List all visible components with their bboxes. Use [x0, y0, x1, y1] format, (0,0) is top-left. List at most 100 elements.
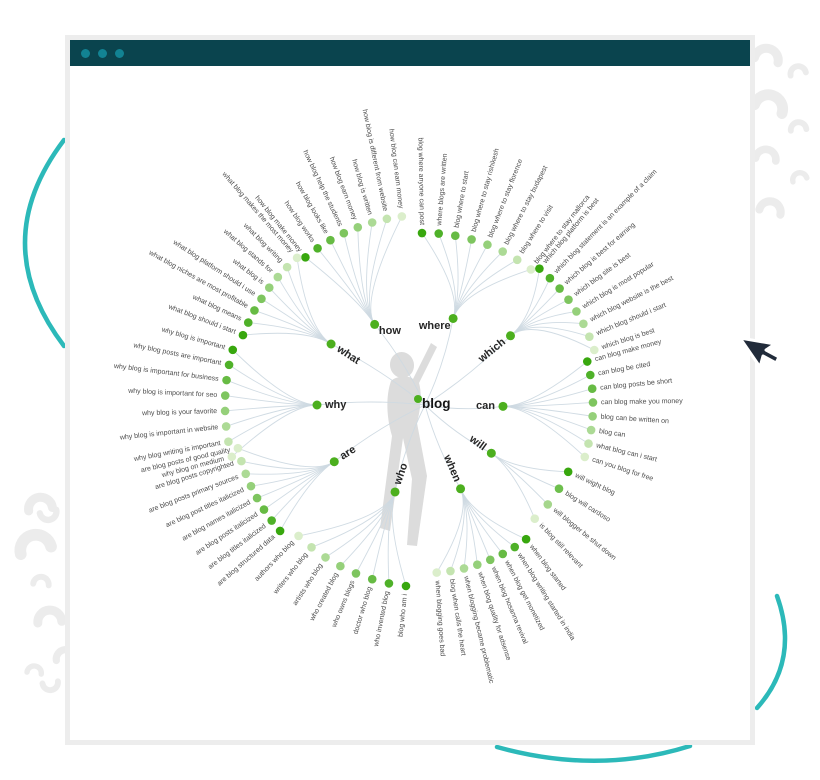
leaf-node[interactable]: how blog can earn money	[387, 129, 407, 221]
leaf-dot	[473, 560, 482, 569]
leaf-node[interactable]: why blog is important for business	[113, 363, 231, 385]
leaf-dot	[238, 330, 248, 340]
leaf-node[interactable]: blog who am i	[397, 581, 411, 638]
leaf-node[interactable]: why blog is important for seo	[127, 388, 230, 400]
leaf-node[interactable]: when blogging goes bad	[432, 568, 446, 657]
hook-shape	[787, 119, 810, 134]
leaf-node[interactable]: can blog be cited	[586, 361, 651, 380]
leaf-node[interactable]: doctor who blog	[353, 574, 377, 635]
hub-dot	[448, 313, 458, 323]
leaf-dot	[237, 456, 246, 466]
branch-hub-where[interactable]: where	[418, 313, 458, 332]
window-dot[interactable]	[81, 48, 90, 58]
leaf-node[interactable]: how blog looks like	[294, 181, 335, 245]
leaf-node[interactable]: when blogging became problematic	[459, 564, 495, 685]
leaf-node[interactable]: blog can	[586, 425, 626, 439]
leaf-label: can blog be cited	[598, 361, 651, 377]
branch-hub-will[interactable]: will	[466, 433, 496, 458]
leaf-node[interactable]: which blog should i start	[585, 302, 667, 341]
leaf-dot	[384, 579, 394, 588]
leaf-node[interactable]: what blog makes the most money	[220, 170, 302, 263]
leaf-label: can blog make you money	[601, 398, 683, 406]
hook-shape	[787, 63, 809, 79]
browser-window: how blog make money how blog works how blo…	[65, 35, 755, 745]
hook-shape	[24, 492, 57, 516]
branch-hub-how[interactable]: how	[370, 319, 401, 337]
leaf-dot	[259, 505, 269, 514]
leaf-dot	[267, 516, 276, 525]
leaf-node[interactable]: can blog posts be short	[587, 378, 673, 393]
leaf-dot	[250, 306, 259, 315]
leaf-dot	[530, 514, 540, 523]
leaf-dot	[397, 212, 407, 221]
leaf-label: can blog posts be short	[600, 378, 673, 392]
leaf-dot	[584, 439, 593, 448]
leaf-node[interactable]: authors who blog	[254, 531, 303, 583]
leaf-dot	[586, 425, 596, 435]
hub-dot	[370, 319, 380, 329]
leaf-label: where blogs are written	[436, 153, 449, 227]
leaf-dot	[367, 574, 377, 584]
leaf-node[interactable]: why blog is important in website	[119, 422, 231, 442]
leaf-node[interactable]: who invented blog	[373, 579, 394, 648]
leaf-node[interactable]: will blogger be shut down	[543, 500, 617, 562]
leaf-dot	[526, 265, 536, 274]
branch-hub-can[interactable]: can	[476, 400, 508, 412]
leaf-node[interactable]: blog where anyone can post	[416, 137, 427, 238]
leaf-dot	[336, 561, 345, 571]
branch-hub-are[interactable]: are	[329, 444, 358, 467]
hook-shape	[14, 528, 57, 560]
center-node[interactable]: blog	[414, 395, 451, 411]
leaf-label: why blog is important for business	[113, 363, 220, 383]
leaf-dot	[353, 222, 363, 232]
leaf-dot	[580, 452, 590, 462]
leaf-dot	[233, 443, 243, 453]
leaf-dot	[222, 375, 231, 385]
leaf-label: how blog can earn money	[387, 129, 404, 210]
window-dot[interactable]	[98, 48, 107, 58]
leaf-dot	[339, 228, 349, 238]
leaf-dot	[582, 357, 592, 366]
leaf-dot	[564, 295, 573, 304]
leaf-dot	[382, 214, 392, 224]
leaf-dot	[498, 549, 508, 559]
window-titlebar	[70, 40, 750, 66]
leaf-dot	[221, 422, 231, 431]
hook-shape	[30, 573, 52, 589]
leaf-label: will wight blog	[573, 472, 616, 497]
leaf-label: why blog is your favorite	[141, 408, 217, 417]
leaf-dot	[264, 283, 274, 292]
hook-shape	[751, 145, 780, 165]
leaf-dot	[434, 229, 444, 238]
leaf-label: blog who am i	[397, 593, 409, 637]
leaf-dot	[227, 452, 237, 462]
branch-label: which	[475, 336, 508, 366]
branch-hub-when[interactable]: when	[441, 452, 466, 494]
branch-label: when	[441, 452, 464, 484]
hook-shape	[24, 663, 44, 677]
leaf-dot	[485, 555, 495, 565]
branch-hub-why[interactable]: why	[312, 399, 348, 411]
leaf-dot	[351, 569, 361, 578]
leaf-dot	[246, 481, 256, 491]
leaf-dot	[282, 262, 292, 272]
leaf-label: when blogging goes bad	[433, 579, 445, 656]
leaf-label: why blog is important	[160, 326, 226, 351]
leaf-dot	[321, 553, 330, 562]
leaf-node[interactable]: can blog make you money	[588, 398, 684, 407]
center-dot	[414, 395, 422, 403]
leaf-dot	[512, 255, 522, 265]
leaf-node[interactable]: blog where to start	[450, 171, 471, 240]
leaf-node[interactable]: where blogs are written	[434, 153, 449, 238]
leaf-label: blog where anyone can post	[416, 137, 425, 225]
window-dot[interactable]	[115, 48, 124, 58]
leaf-dot	[313, 243, 322, 253]
branch-hub-what[interactable]: what	[326, 339, 363, 368]
branch-hub-which[interactable]: which	[475, 331, 515, 366]
leaf-node[interactable]: why blog is your favorite	[141, 406, 230, 418]
leaf-dot	[367, 218, 377, 227]
leaf-label: who owns blogs	[331, 579, 357, 629]
connector-lines	[225, 216, 595, 587]
leaf-node[interactable]: blog can be written on	[588, 412, 669, 425]
